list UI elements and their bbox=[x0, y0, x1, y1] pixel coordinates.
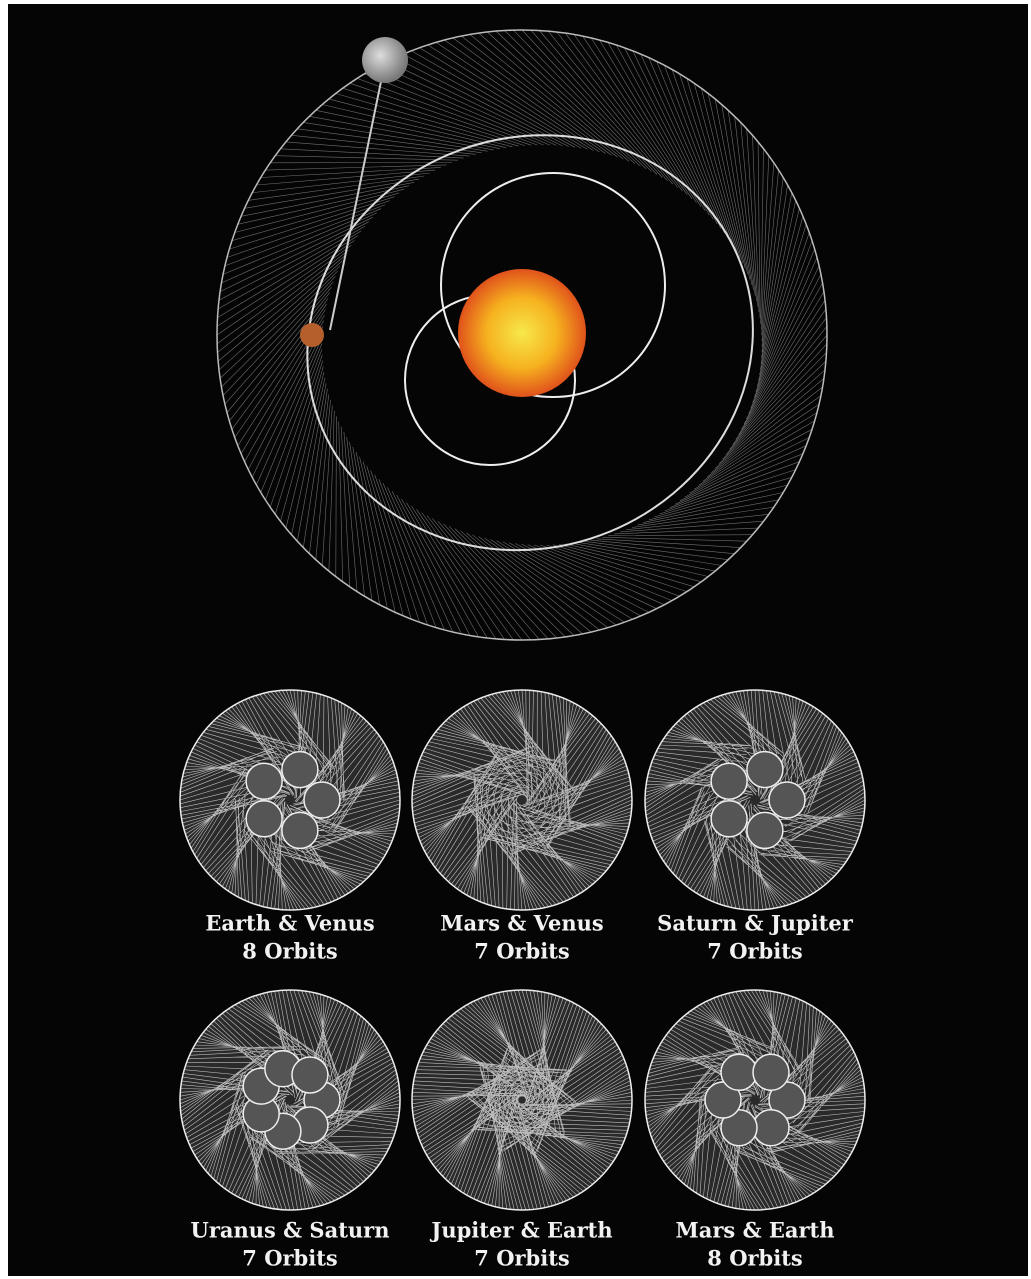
panels: Earth & Venus 8 Orbits Mars & Venus 7 Orbit… bbox=[179, 689, 866, 1271]
tether-line bbox=[329, 61, 386, 331]
pattern-ring bbox=[644, 989, 866, 1211]
sun bbox=[458, 269, 586, 397]
orbit-ring bbox=[306, 134, 754, 552]
orbit-ring bbox=[216, 29, 828, 641]
pattern-petal bbox=[720, 1053, 758, 1092]
pattern-lines bbox=[179, 989, 401, 1211]
pattern-petal bbox=[291, 1056, 329, 1094]
panel-title: Jupiter & Earth bbox=[429, 1218, 612, 1243]
panel-title: Saturn & Jupiter bbox=[657, 911, 854, 936]
pattern-petal bbox=[245, 762, 283, 800]
pattern-lines bbox=[411, 689, 633, 911]
panel-orbits: 7 Orbits bbox=[474, 1246, 569, 1271]
pattern-disc bbox=[645, 690, 865, 910]
planet bbox=[300, 323, 324, 347]
pattern-lines bbox=[179, 689, 401, 911]
pattern-ring bbox=[411, 989, 633, 1211]
panel-title: Mars & Venus bbox=[440, 911, 603, 936]
planet bbox=[362, 37, 408, 83]
pattern-petal bbox=[710, 762, 748, 800]
pattern-lines bbox=[644, 989, 866, 1211]
panel-title: Uranus & Saturn bbox=[191, 1218, 390, 1243]
pattern-petal bbox=[303, 781, 341, 819]
panel-orbits: 8 Orbits bbox=[242, 939, 337, 964]
orbit-diagram bbox=[216, 29, 828, 641]
panel-title: Earth & Venus bbox=[205, 911, 374, 936]
pattern-petal bbox=[752, 1108, 790, 1147]
pattern-petal bbox=[281, 811, 319, 850]
panel-orbits: 7 Orbits bbox=[707, 939, 802, 964]
pattern-petal bbox=[281, 750, 319, 789]
pattern-petal bbox=[710, 800, 748, 838]
orbit-ring bbox=[440, 172, 666, 398]
pattern-ring bbox=[179, 989, 401, 1211]
pattern-ring bbox=[411, 689, 633, 911]
pattern-disc bbox=[645, 990, 865, 1210]
pattern-disc bbox=[180, 990, 400, 1210]
panel-title: Mars & Earth bbox=[676, 1218, 835, 1243]
pattern-petal bbox=[245, 800, 283, 838]
pattern-petal bbox=[746, 750, 784, 789]
panel-orbits: 7 Orbits bbox=[474, 939, 569, 964]
orbit-mesh bbox=[216, 29, 828, 641]
pattern-ring bbox=[644, 689, 866, 911]
pattern-ring bbox=[179, 689, 401, 911]
pattern-disc bbox=[180, 690, 400, 910]
pattern-petal bbox=[768, 781, 806, 819]
panel-orbits: 7 Orbits bbox=[242, 1246, 337, 1271]
pattern-petal bbox=[752, 1053, 790, 1092]
pattern-lines bbox=[644, 689, 866, 911]
pattern-lines bbox=[411, 989, 633, 1211]
panel-orbits: 8 Orbits bbox=[707, 1246, 802, 1271]
pattern-petal bbox=[746, 811, 784, 850]
pattern-disc bbox=[412, 990, 632, 1210]
pattern-disc bbox=[412, 690, 632, 910]
